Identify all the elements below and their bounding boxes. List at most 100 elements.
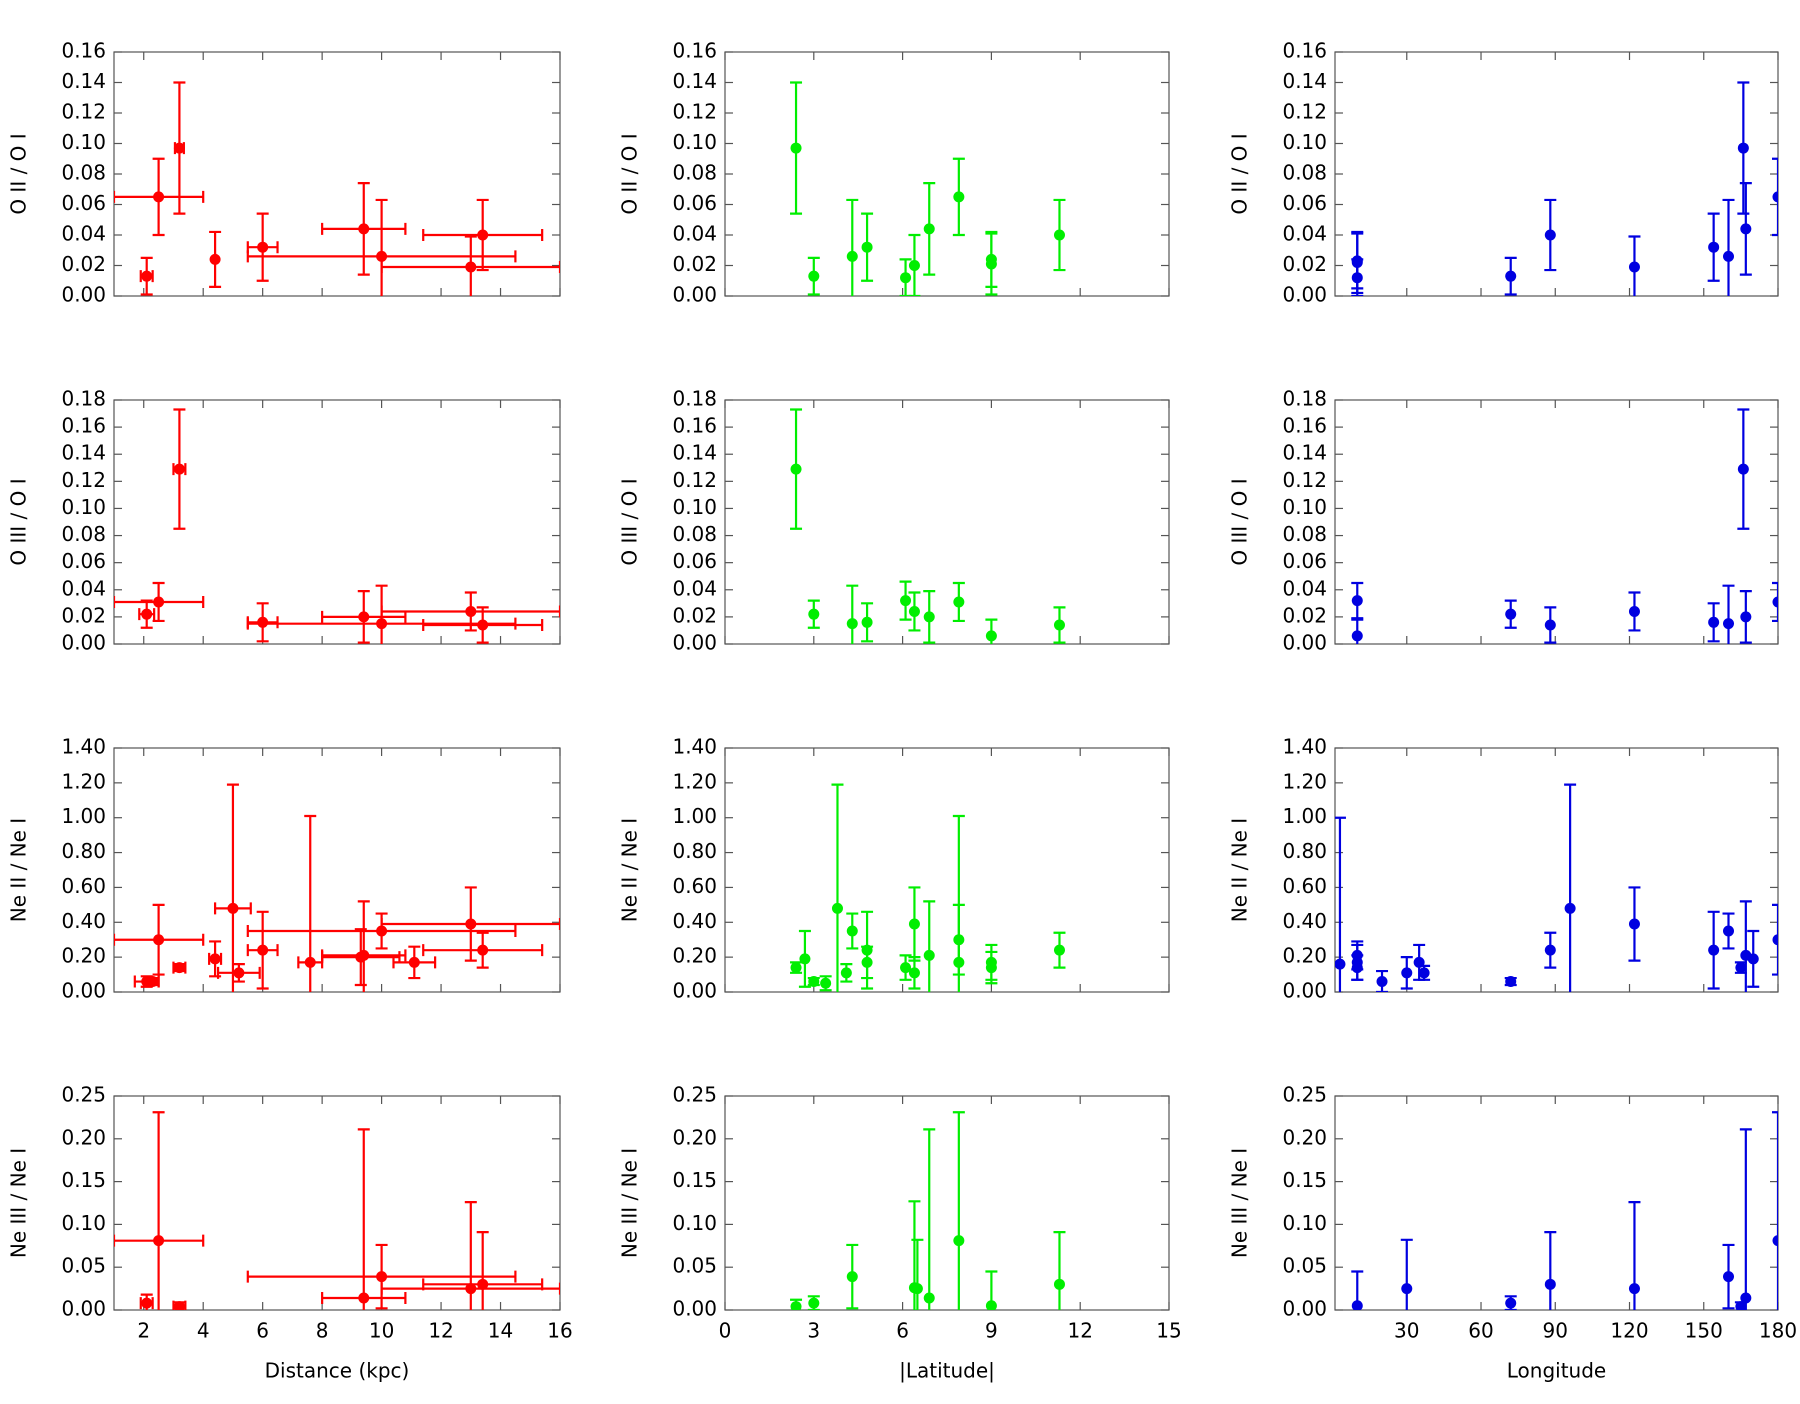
data-point bbox=[953, 1235, 965, 1247]
y-tick-label: 0.20 bbox=[672, 944, 717, 968]
y-tick-label: 0.12 bbox=[61, 100, 106, 124]
x-tick-label: 30 bbox=[1394, 1319, 1419, 1343]
y-tick-label: 0.20 bbox=[61, 1125, 106, 1149]
y-axis-label: O II / O I bbox=[7, 133, 31, 214]
panel: 0.00 0.20 0.40 0.60 0.80 1.00 1.20 1.40 Ne II / … bbox=[1228, 735, 1779, 1003]
y-tick-label: 0.00 bbox=[1282, 631, 1327, 655]
data-point bbox=[1772, 1235, 1778, 1247]
data-layer bbox=[790, 81, 1066, 296]
y-tick-label: 0.12 bbox=[1282, 100, 1327, 124]
error-bar-y bbox=[1772, 903, 1778, 976]
x-tick-label: 90 bbox=[1543, 1319, 1568, 1343]
y-tick-label: 0.00 bbox=[672, 979, 717, 1003]
data-point bbox=[1708, 241, 1720, 253]
plot-frame bbox=[724, 747, 1170, 993]
x-tick-label: 60 bbox=[1468, 1319, 1493, 1343]
data-point bbox=[1505, 1297, 1517, 1309]
y-axis-label: Ne III / Ne I bbox=[7, 1148, 31, 1258]
y-tick-label: 1.20 bbox=[1282, 769, 1327, 793]
y-tick-label: 0.18 bbox=[672, 387, 717, 411]
data-point bbox=[1053, 1278, 1065, 1290]
data-point bbox=[1544, 619, 1556, 631]
data-point bbox=[1351, 272, 1363, 284]
y-tick-label: 0.02 bbox=[1282, 252, 1327, 276]
data-point bbox=[1544, 944, 1556, 956]
y-tick-label: 0.04 bbox=[61, 576, 106, 600]
data-layer bbox=[1351, 81, 1778, 296]
data-point bbox=[358, 949, 370, 961]
data-point bbox=[861, 956, 873, 968]
plot-frame bbox=[113, 1095, 561, 1311]
data-point bbox=[1505, 270, 1517, 282]
y-tick-label: 0.16 bbox=[1282, 39, 1327, 63]
y-tick-label: 0.08 bbox=[61, 522, 106, 546]
y-tick-label: 0.02 bbox=[1282, 603, 1327, 627]
data-point bbox=[1628, 1283, 1640, 1295]
y-tick-label: 0.20 bbox=[1282, 1125, 1327, 1149]
y-tick-label: 0.16 bbox=[1282, 414, 1327, 438]
y-axis-label: Ne III / Ne I bbox=[1228, 1148, 1252, 1258]
y-tick-label: 0.12 bbox=[1282, 468, 1327, 492]
data-point bbox=[233, 967, 245, 979]
panel: 0.00 0.02 0.04 0.06 0.08 0.10 0.12 0.14 0.16 0.18… bbox=[1228, 387, 1779, 655]
data-point bbox=[1351, 595, 1363, 607]
data-point bbox=[1628, 918, 1640, 930]
data-point bbox=[1735, 962, 1747, 974]
y-axis-label: Ne II / Ne I bbox=[618, 818, 642, 922]
y-axis-label: Ne II / Ne I bbox=[7, 818, 31, 922]
y-tick-label: 0.40 bbox=[1282, 909, 1327, 933]
data-point bbox=[1628, 605, 1640, 617]
error-bar-y bbox=[1772, 157, 1778, 237]
data-point bbox=[953, 191, 965, 203]
y-tick-label: 0.25 bbox=[1282, 1083, 1327, 1107]
data-point bbox=[900, 962, 912, 974]
data-point bbox=[465, 261, 477, 273]
plot-frame bbox=[724, 1095, 1170, 1311]
x-tick-label: 180 bbox=[1759, 1319, 1797, 1343]
data-point bbox=[1723, 250, 1735, 262]
data-point bbox=[1351, 1300, 1363, 1310]
data-layer bbox=[790, 408, 1066, 644]
y-tick-label: 0.05 bbox=[672, 1254, 717, 1278]
y-tick-label: 0.20 bbox=[61, 944, 106, 968]
data-point bbox=[846, 1271, 858, 1283]
data-point bbox=[1740, 223, 1752, 235]
error-bar-y bbox=[1772, 581, 1778, 623]
y-tick-label: 0.08 bbox=[672, 161, 717, 185]
plot-frame bbox=[113, 399, 561, 645]
data-point bbox=[846, 925, 858, 937]
y-tick-label: 1.20 bbox=[61, 769, 106, 793]
y-tick-label: 0.80 bbox=[1282, 839, 1327, 863]
y-tick-label: 0.16 bbox=[672, 39, 717, 63]
data-point bbox=[141, 1297, 153, 1309]
data-point bbox=[1053, 619, 1065, 631]
x-tick-label: 6 bbox=[256, 1319, 269, 1343]
panel: 0.00 0.20 0.40 0.60 0.80 1.00 1.20 1.40 Ne II / … bbox=[7, 735, 561, 1003]
y-tick-label: 0.06 bbox=[61, 549, 106, 573]
y-tick-label: 0.60 bbox=[61, 874, 106, 898]
y-tick-label: 0.04 bbox=[1282, 576, 1327, 600]
y-tick-label: 0.05 bbox=[61, 1254, 106, 1278]
data-point bbox=[477, 619, 489, 631]
y-tick-label: 0.00 bbox=[672, 631, 717, 655]
x-tick-label: 12 bbox=[428, 1319, 453, 1343]
data-point bbox=[1740, 611, 1752, 623]
y-tick-label: 0.06 bbox=[1282, 549, 1327, 573]
y-tick-label: 0.40 bbox=[61, 909, 106, 933]
data-point bbox=[153, 934, 165, 946]
data-point bbox=[465, 605, 477, 617]
data-layer bbox=[114, 1111, 560, 1310]
y-axis-label: O III / O I bbox=[7, 478, 31, 565]
y-tick-label: 0.18 bbox=[1282, 387, 1327, 411]
data-point bbox=[908, 918, 920, 930]
data-point bbox=[808, 608, 820, 620]
y-tick-label: 0.15 bbox=[672, 1168, 717, 1192]
y-tick-label: 0.10 bbox=[1282, 1211, 1327, 1235]
data-point bbox=[1737, 463, 1749, 475]
data-point bbox=[1401, 967, 1413, 979]
x-tick-label: 12 bbox=[1067, 1319, 1092, 1343]
y-tick-label: 0.06 bbox=[61, 191, 106, 215]
plot-frame bbox=[724, 51, 1170, 297]
y-tick-label: 0.10 bbox=[61, 495, 106, 519]
x-axis-label: |Latitude| bbox=[899, 1359, 995, 1383]
